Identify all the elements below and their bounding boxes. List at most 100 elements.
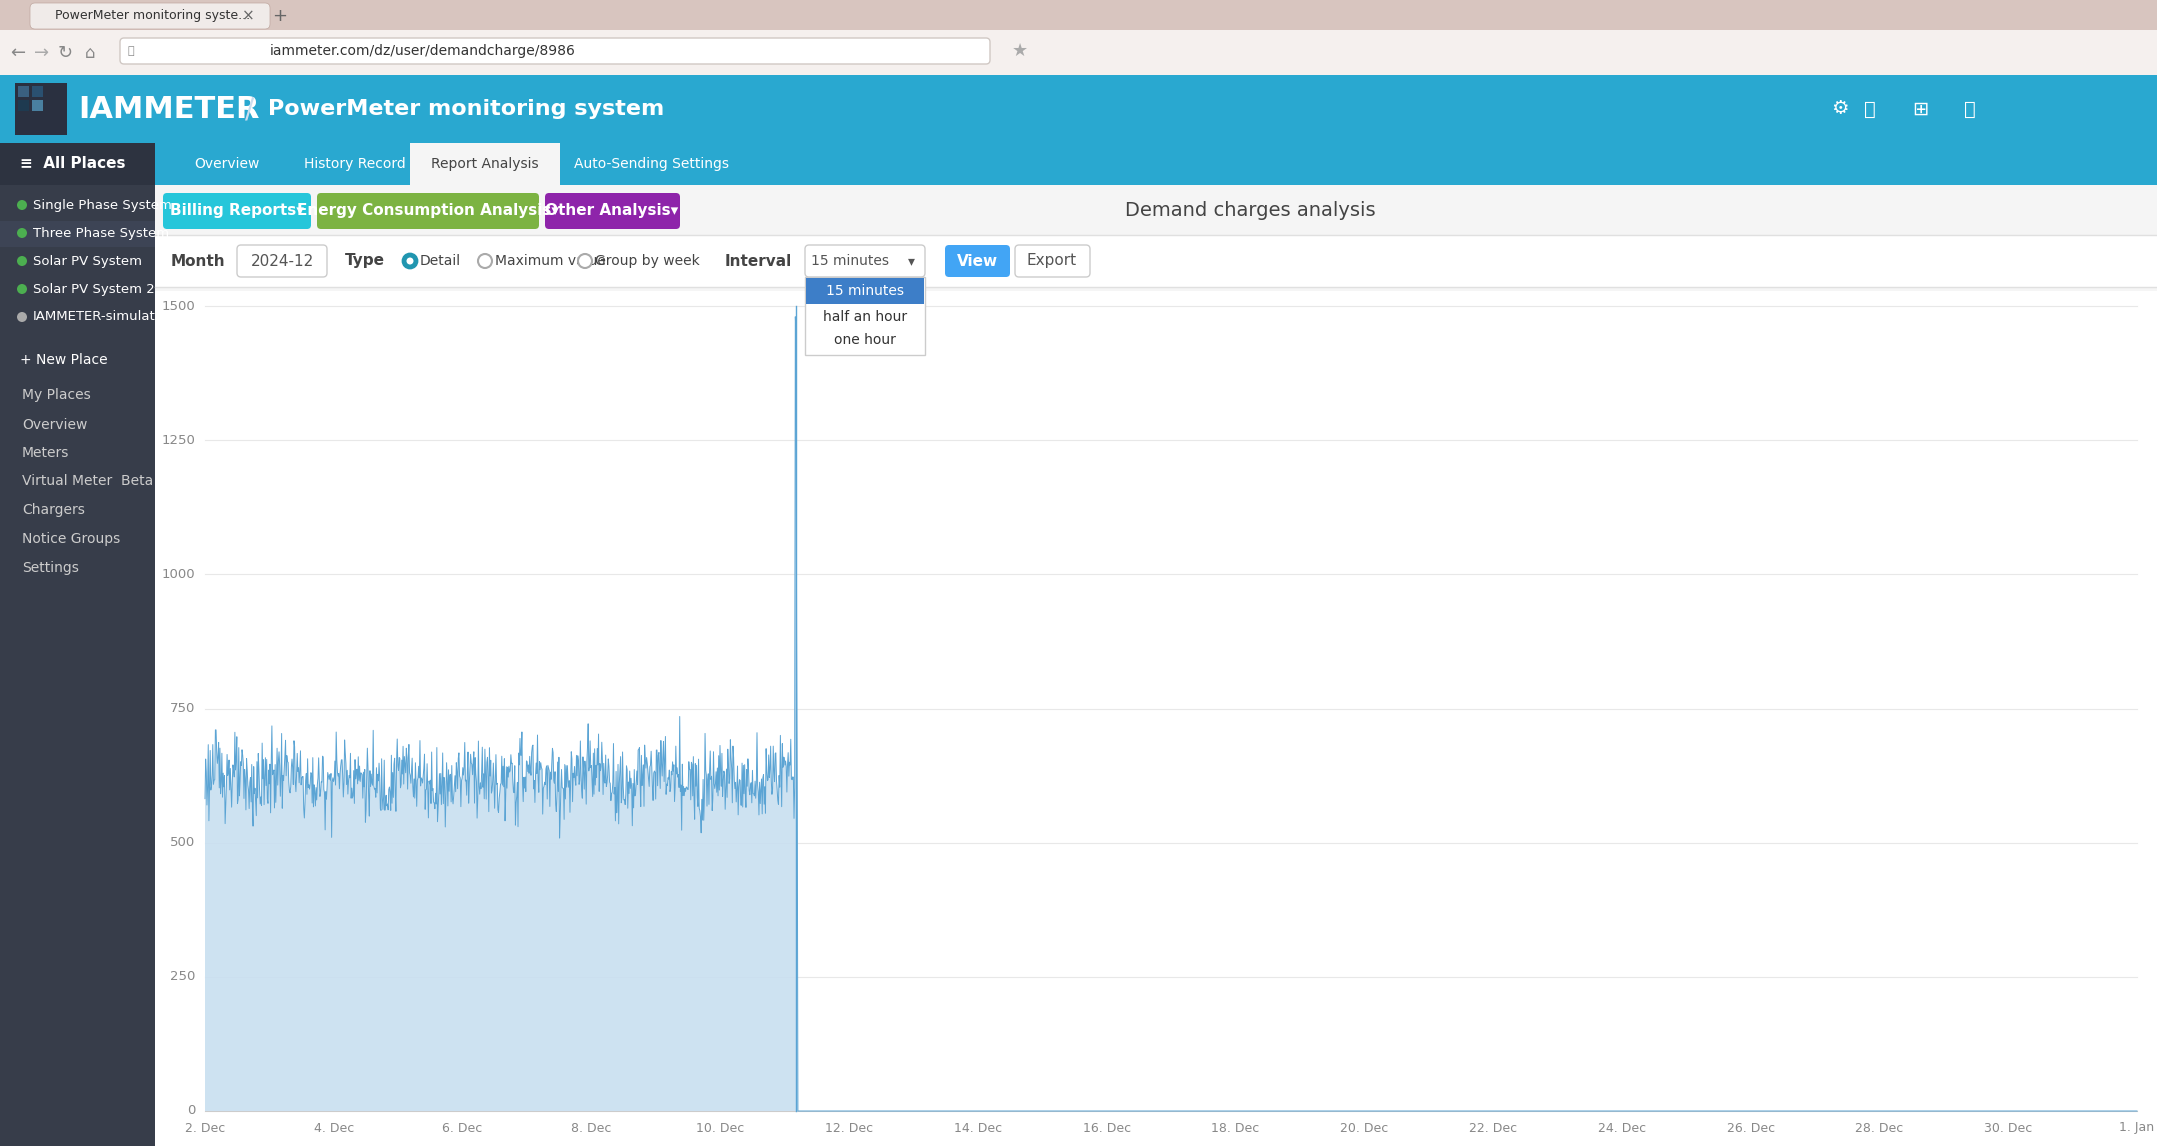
Text: +: + bbox=[272, 7, 287, 25]
Text: Other Analysis▾: Other Analysis▾ bbox=[546, 204, 679, 219]
Text: 750: 750 bbox=[170, 702, 194, 715]
Text: /: / bbox=[246, 95, 255, 123]
Bar bbox=[15, 83, 67, 135]
Text: 250: 250 bbox=[170, 971, 194, 983]
Text: Detail: Detail bbox=[421, 254, 462, 268]
Text: 16. Dec: 16. Dec bbox=[1083, 1122, 1130, 1135]
Text: ≡  All Places: ≡ All Places bbox=[19, 157, 125, 172]
Text: Settings: Settings bbox=[22, 562, 80, 575]
Text: ▾: ▾ bbox=[908, 254, 915, 268]
Circle shape bbox=[406, 258, 414, 265]
Text: 1000: 1000 bbox=[162, 567, 194, 581]
Text: Group by week: Group by week bbox=[595, 254, 699, 268]
FancyBboxPatch shape bbox=[121, 38, 990, 64]
Circle shape bbox=[17, 256, 28, 266]
Text: ×: × bbox=[242, 8, 255, 24]
FancyBboxPatch shape bbox=[805, 245, 925, 277]
Circle shape bbox=[17, 228, 28, 238]
Text: 24. Dec: 24. Dec bbox=[1598, 1122, 1646, 1135]
Text: View: View bbox=[956, 253, 997, 268]
Text: IAMMETER-simulator: IAMMETER-simulator bbox=[32, 311, 170, 323]
FancyBboxPatch shape bbox=[410, 143, 561, 185]
Text: 10. Dec: 10. Dec bbox=[697, 1122, 744, 1135]
Text: Maximum value: Maximum value bbox=[494, 254, 606, 268]
Text: IAMMETER: IAMMETER bbox=[78, 94, 259, 124]
Circle shape bbox=[17, 312, 28, 322]
Text: Solar PV System 2: Solar PV System 2 bbox=[32, 283, 155, 296]
Text: 12. Dec: 12. Dec bbox=[824, 1122, 874, 1135]
Text: half an hour: half an hour bbox=[824, 311, 908, 324]
Text: 8. Dec: 8. Dec bbox=[572, 1122, 613, 1135]
Bar bbox=[155, 291, 2157, 1146]
Text: Solar PV System: Solar PV System bbox=[32, 254, 142, 267]
FancyBboxPatch shape bbox=[317, 193, 539, 229]
Bar bbox=[0, 0, 2157, 74]
Bar bbox=[805, 277, 925, 355]
Text: 26. Dec: 26. Dec bbox=[1726, 1122, 1775, 1135]
FancyBboxPatch shape bbox=[1016, 245, 1089, 277]
Text: PowerMeter monitoring syste...: PowerMeter monitoring syste... bbox=[54, 9, 250, 23]
Text: 4. Dec: 4. Dec bbox=[313, 1122, 354, 1135]
Text: ⚙: ⚙ bbox=[1831, 100, 1849, 118]
Text: 6. Dec: 6. Dec bbox=[442, 1122, 483, 1135]
Text: 15 minutes: 15 minutes bbox=[826, 284, 904, 298]
Text: Meters: Meters bbox=[22, 446, 69, 460]
Bar bbox=[807, 278, 923, 304]
Text: Single Phase System: Single Phase System bbox=[32, 198, 173, 212]
Text: Month: Month bbox=[170, 253, 226, 268]
Circle shape bbox=[17, 284, 28, 295]
Text: ↻: ↻ bbox=[58, 44, 73, 62]
FancyBboxPatch shape bbox=[546, 193, 679, 229]
Bar bbox=[0, 30, 2157, 74]
Text: ←: ← bbox=[11, 44, 26, 62]
Text: 1250: 1250 bbox=[162, 433, 194, 447]
Circle shape bbox=[479, 254, 492, 268]
Bar bbox=[32, 86, 43, 97]
Text: + New Place: + New Place bbox=[19, 353, 108, 367]
Text: 2024-12: 2024-12 bbox=[250, 253, 313, 268]
Bar bbox=[0, 221, 155, 248]
Text: 14. Dec: 14. Dec bbox=[953, 1122, 1001, 1135]
Text: ⌂: ⌂ bbox=[84, 44, 95, 62]
Text: Three Phase System: Three Phase System bbox=[32, 227, 168, 240]
Text: 👤: 👤 bbox=[1965, 100, 1976, 118]
Text: Demand charges analysis: Demand charges analysis bbox=[1126, 202, 1376, 220]
Text: History Record: History Record bbox=[304, 157, 406, 171]
Text: Energy Consumption Analysis▾: Energy Consumption Analysis▾ bbox=[298, 204, 559, 219]
Bar bbox=[155, 235, 2157, 286]
Bar bbox=[32, 100, 43, 111]
Circle shape bbox=[403, 254, 416, 268]
Text: Virtual Meter  Beta: Virtual Meter Beta bbox=[22, 474, 153, 488]
Text: Overview: Overview bbox=[194, 157, 259, 171]
FancyBboxPatch shape bbox=[945, 245, 1009, 277]
Bar bbox=[155, 185, 2157, 1146]
Text: Chargers: Chargers bbox=[22, 503, 84, 517]
Bar bbox=[0, 0, 2157, 30]
Bar bbox=[17, 86, 28, 97]
Text: 20. Dec: 20. Dec bbox=[1339, 1122, 1389, 1135]
Text: 22. Dec: 22. Dec bbox=[1469, 1122, 1516, 1135]
FancyBboxPatch shape bbox=[164, 193, 311, 229]
FancyBboxPatch shape bbox=[30, 3, 270, 29]
Bar bbox=[0, 185, 155, 1146]
Text: 500: 500 bbox=[170, 837, 194, 849]
Text: 0: 0 bbox=[188, 1105, 194, 1117]
Text: 🔒: 🔒 bbox=[127, 46, 134, 56]
Bar bbox=[0, 143, 155, 185]
Text: Interval: Interval bbox=[725, 253, 792, 268]
Bar bbox=[17, 100, 28, 111]
Text: 30. Dec: 30. Dec bbox=[1984, 1122, 2032, 1135]
Text: one hour: one hour bbox=[835, 333, 895, 347]
Circle shape bbox=[17, 201, 28, 210]
Text: 🔔: 🔔 bbox=[1864, 100, 1877, 118]
Bar bbox=[0, 143, 2157, 185]
Circle shape bbox=[578, 254, 591, 268]
Text: 15 minutes: 15 minutes bbox=[811, 254, 889, 268]
Text: 2. Dec: 2. Dec bbox=[186, 1122, 224, 1135]
Text: Auto-Sending Settings: Auto-Sending Settings bbox=[574, 157, 729, 171]
Text: 18. Dec: 18. Dec bbox=[1212, 1122, 1260, 1135]
Text: My Places: My Places bbox=[22, 388, 91, 402]
Bar bbox=[0, 74, 2157, 143]
Bar bbox=[805, 277, 925, 355]
Text: ★: ★ bbox=[1012, 42, 1029, 60]
